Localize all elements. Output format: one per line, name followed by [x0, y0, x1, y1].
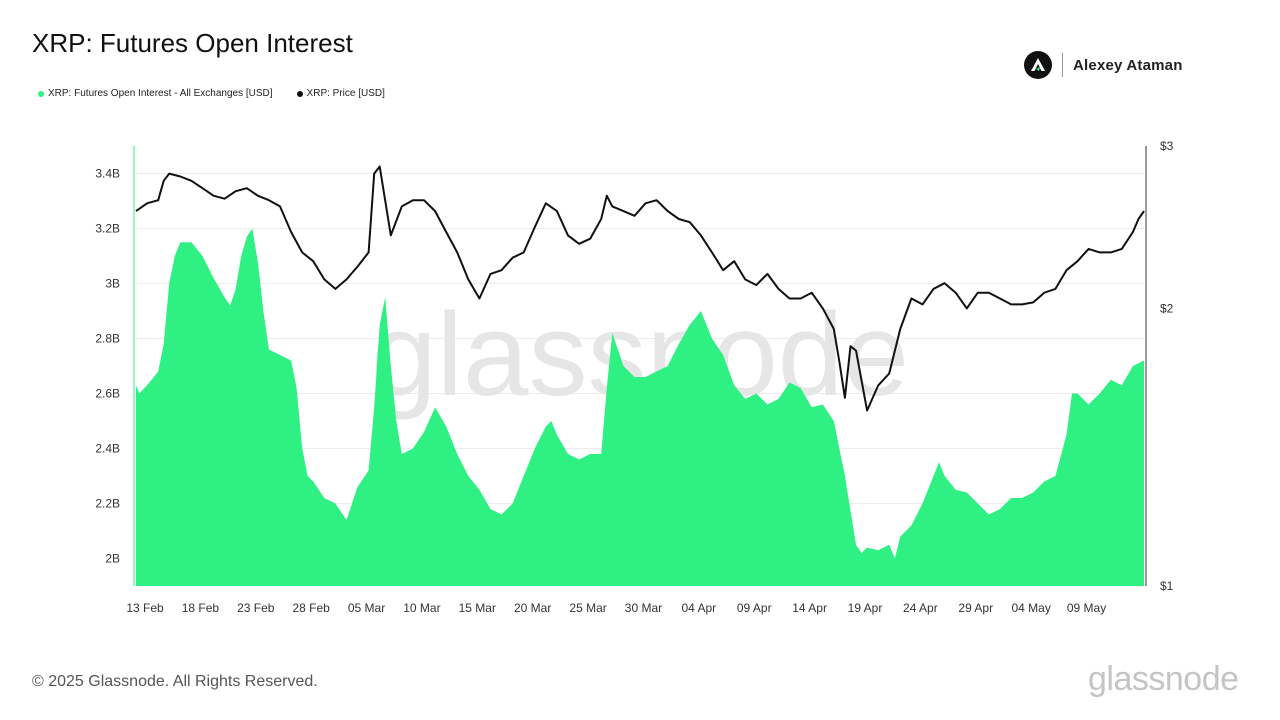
x-tick-label: 20 Mar [514, 601, 551, 615]
x-ticks: 13 Feb 18 Feb 23 Feb 28 Feb 05 Mar 10 Mar 15 M… [126, 601, 1106, 615]
legend-label-price: XRP: Price [USD] [306, 88, 385, 99]
x-tick-label: 09 Apr [737, 601, 772, 615]
y-left-tick-label: 2.6B [95, 387, 120, 401]
y-left-tick-label: 3B [105, 277, 120, 291]
x-tick-label: 30 Mar [625, 601, 662, 615]
x-tick-label: 24 Apr [903, 601, 938, 615]
x-tick-label: 10 Mar [403, 601, 440, 615]
y-right-tick-label: $2 [1160, 301, 1174, 315]
y-right-tick-label: $3 [1160, 139, 1174, 153]
author-name: Alexey Ataman [1073, 56, 1183, 74]
price-line [135, 165, 1145, 412]
legend-label-open-interest: XRP: Futures Open Interest - All Exchang… [48, 88, 273, 99]
y-left-tick-label: 2.2B [95, 497, 120, 511]
chart-legend: XRP: Futures Open Interest - All Exchang… [38, 88, 409, 99]
x-tick-label: 15 Mar [459, 601, 496, 615]
author-brand: Alexey Ataman [1024, 50, 1183, 80]
y-left-tick-label: 2.8B [95, 332, 120, 346]
x-tick-label: 19 Apr [848, 601, 883, 615]
glassnode-logo: glassnode [1088, 660, 1239, 698]
x-tick-label: 14 Apr [792, 601, 827, 615]
legend-dot-open-interest [38, 90, 44, 97]
x-tick-label: 09 May [1067, 601, 1106, 615]
x-tick-label: 13 Feb [126, 601, 164, 615]
x-tick-label: 18 Feb [182, 601, 220, 615]
brand-divider [1062, 53, 1063, 77]
legend-item-price[interactable]: XRP: Price [USD] [296, 88, 385, 99]
x-tick-label: 04 May [1011, 601, 1050, 615]
x-tick-label: 04 Apr [681, 601, 716, 615]
y-right-tick-label: $1 [1160, 579, 1174, 593]
x-tick-label: 28 Feb [292, 601, 330, 615]
y-right-ticks: $1 $2 $3 [1160, 139, 1174, 593]
copyright: © 2025 Glassnode. All Rights Reserved. [32, 673, 318, 690]
y-left-ticks: 2B 2.2B 2.4B 2.6B 2.8B 3B 3.2B 3.4B [95, 167, 120, 566]
y-left-tick-label: 2.4B [95, 442, 120, 456]
x-tick-label: 29 Apr [958, 601, 993, 615]
x-tick-label: 25 Mar [569, 601, 606, 615]
x-tick-label: 05 Mar [348, 601, 385, 615]
open-interest-area [136, 228, 1144, 586]
author-logo-icon [1024, 51, 1052, 79]
y-left-tick-label: 3.4B [95, 167, 120, 181]
y-left-tick-label: 2B [105, 552, 120, 566]
y-left-tick-label: 3.2B [95, 222, 120, 236]
legend-item-open-interest[interactable]: XRP: Futures Open Interest - All Exchang… [38, 88, 273, 99]
chart-title: XRP: Futures Open Interest [32, 28, 353, 58]
x-tick-label: 23 Feb [237, 601, 275, 615]
legend-dot-price [296, 90, 303, 97]
